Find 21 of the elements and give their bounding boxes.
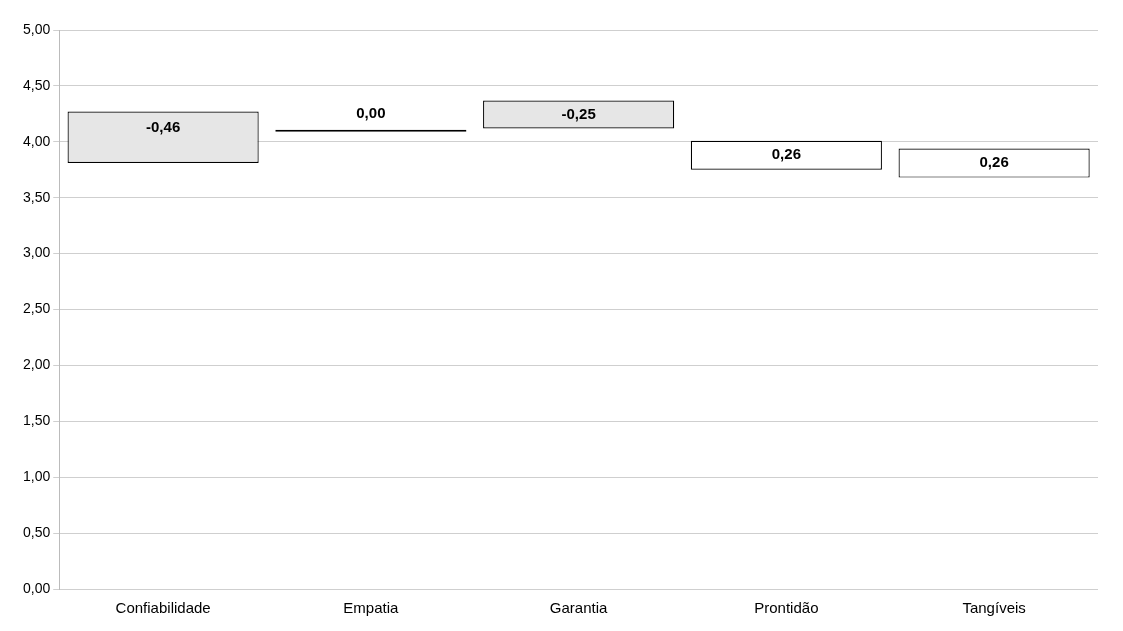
- data-label: -0,46: [146, 117, 181, 135]
- y-tick-label: 2,00: [23, 356, 51, 373]
- x-tick-label: Tangíveis: [962, 599, 1026, 617]
- y-tick-label: 3,50: [23, 188, 51, 205]
- x-tick-label: Confiabilidade: [115, 599, 211, 617]
- data-label: 0,26: [771, 145, 801, 163]
- data-label: 0,00: [356, 104, 386, 122]
- y-tick-label: 4,50: [23, 76, 51, 93]
- x-tick-label: Garantia: [549, 599, 609, 617]
- y-tick-label: 2,50: [23, 300, 51, 317]
- data-label: -0,25: [561, 104, 596, 122]
- x-tick-label: Prontidão: [754, 599, 819, 617]
- x-tick-label: Empatia: [343, 599, 400, 617]
- y-tick-label: 0,00: [23, 579, 51, 596]
- y-tick-label: 0,50: [23, 523, 51, 540]
- y-tick-label: 1,00: [23, 468, 51, 485]
- y-tick-label: 1,50: [23, 412, 51, 429]
- data-label: 0,26: [979, 153, 1009, 171]
- y-tick-label: 3,00: [23, 244, 51, 261]
- y-tick-label: 4,00: [23, 132, 51, 149]
- y-tick-label: 5,00: [23, 20, 51, 37]
